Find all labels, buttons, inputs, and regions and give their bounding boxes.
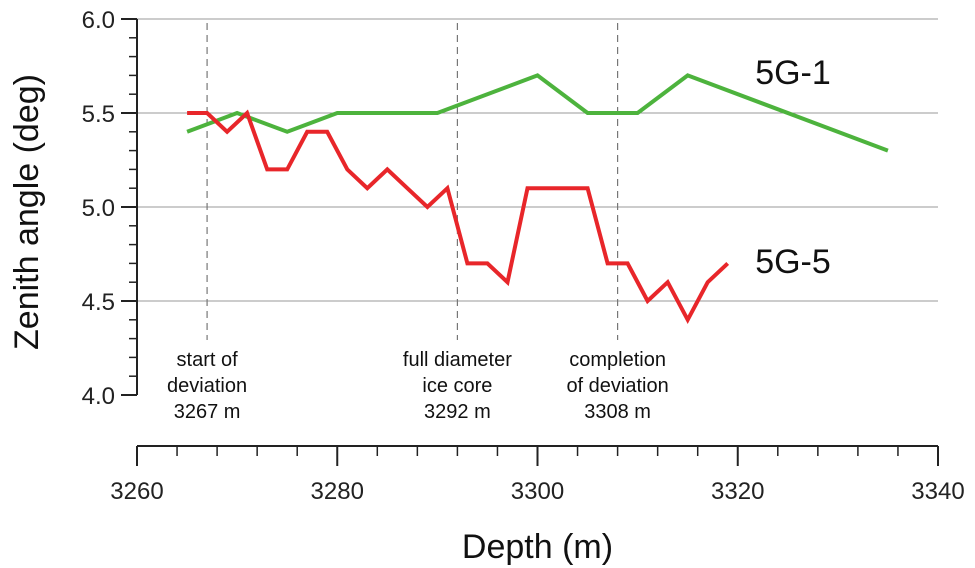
annotation-text-2-2: 3308 m — [584, 401, 651, 423]
annotation-bg-1-1 — [412, 373, 503, 398]
x-tick-label-4: 3340 — [911, 478, 964, 505]
annotation-text-1-1: ice core — [422, 375, 492, 397]
x-tick-label-1: 3280 — [311, 478, 364, 505]
annotation-text-2-1: of deviation — [566, 375, 668, 397]
annotation-bg-2-1 — [551, 373, 685, 398]
annotation-bg-0-0 — [161, 347, 253, 372]
series-labels: 5G-1 5G-5 — [755, 54, 831, 281]
annotation-1: full diameter ice core 3292 m — [385, 347, 530, 424]
annotation-bg-2-0 — [561, 347, 674, 372]
y-axis-label: Zenith angle (deg) — [8, 74, 46, 350]
annotation-lines — [206, 23, 619, 340]
annotation-text-1-2: 3292 m — [424, 401, 491, 423]
annotation-bg-2-2 — [582, 399, 653, 424]
annotation-bg-1-2 — [422, 399, 493, 424]
x-tick-label-2: 3300 — [511, 478, 564, 505]
y-tick-label-4: 6.0 — [82, 7, 115, 34]
annotation-0: start of deviation 3267 m — [156, 347, 258, 424]
annotation-text-0-0: start of — [177, 349, 239, 371]
annotation-bg-0-1 — [156, 373, 258, 398]
x-tick-label-3: 3320 — [711, 478, 764, 505]
y-tick-label-3: 5.5 — [82, 101, 115, 128]
annotation-bg-1-0 — [385, 347, 530, 372]
series-label-5G-1: 5G-1 — [755, 54, 831, 92]
series-line-5G-5 — [187, 109, 730, 325]
y-tick-label-0: 4.0 — [82, 383, 115, 410]
annotation-text-1-0: full diameter — [403, 349, 512, 371]
axes: 4.0 4.5 5.0 5.5 6.0 3260 3280 3300 3320 3340 — [82, 7, 965, 505]
series-lines — [186, 73, 889, 325]
x-axis-label: Depth (m) — [462, 528, 613, 566]
series-line-5G-1 — [186, 73, 889, 153]
y-tick-label-1: 4.5 — [82, 289, 115, 316]
grid-lines — [137, 18, 938, 302]
y-tick-label-2: 5.0 — [82, 195, 115, 222]
annotation-text-0-2: 3267 m — [174, 401, 241, 423]
annotations: start of deviation 3267 m full diameter ice … — [156, 347, 685, 424]
annotation-text-0-1: deviation — [167, 375, 247, 397]
annotation-2: completion of deviation 3308 m — [551, 347, 685, 424]
series-label-5G-5: 5G-5 — [755, 243, 831, 281]
annotation-text-2-0: completion — [569, 349, 666, 371]
x-tick-label-0: 3260 — [110, 478, 163, 505]
annotation-bg-0-2 — [172, 399, 242, 424]
